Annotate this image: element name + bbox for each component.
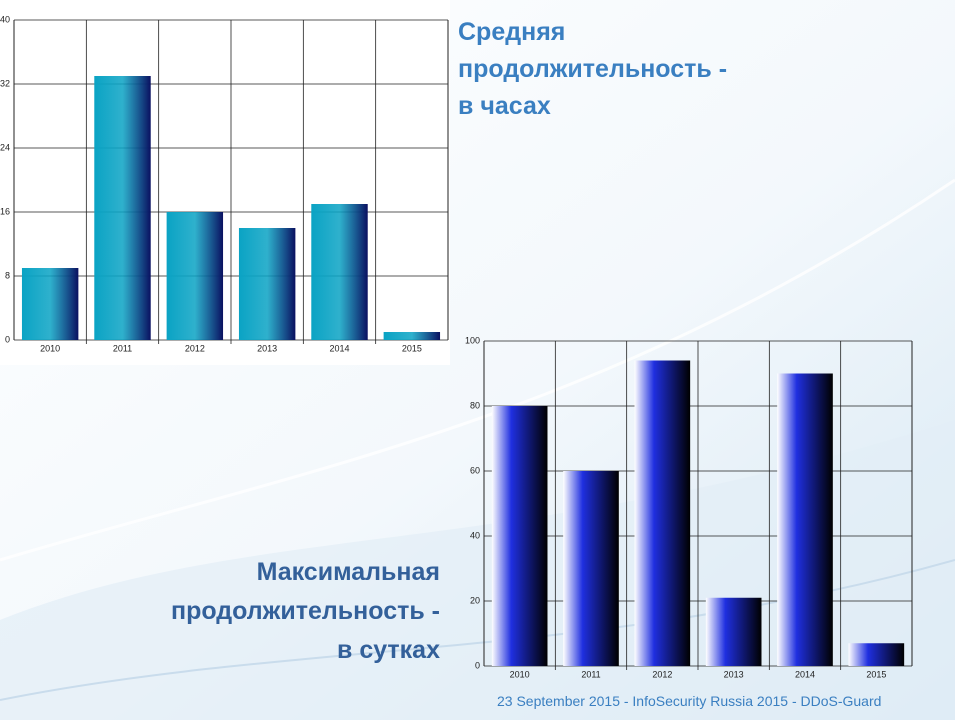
chart-title: Максимальная	[257, 558, 440, 586]
x-tick-label: 2012	[185, 343, 205, 353]
y-tick-label: 0	[475, 660, 480, 670]
y-tick-label: 40	[470, 530, 480, 540]
y-tick-label: 32	[0, 78, 10, 88]
bar	[383, 332, 441, 340]
bar	[311, 204, 368, 340]
bar	[166, 212, 224, 340]
chart-title: Средняя	[458, 18, 565, 46]
y-tick-label: 80	[470, 400, 480, 410]
x-tick-label: 2013	[724, 669, 744, 679]
x-tick-label: 2010	[510, 669, 530, 679]
x-tick-label: 2015	[402, 343, 422, 353]
chart-title: продолжительность -	[458, 55, 727, 83]
x-tick-label: 2011	[113, 343, 132, 353]
y-tick-label: 24	[0, 142, 10, 152]
y-tick-label: 8	[5, 270, 10, 280]
bar	[491, 406, 548, 666]
bar	[848, 643, 905, 666]
chart-title: продолжительность -	[171, 597, 440, 625]
footer: 23 September 2015 - InfoSecurity Russia …	[497, 693, 881, 709]
x-tick-label: 2010	[40, 343, 60, 353]
bar	[94, 76, 151, 340]
x-tick-label: 2014	[329, 343, 349, 353]
x-tick-label: 2013	[257, 343, 277, 353]
y-tick-label: 0	[5, 334, 10, 344]
x-tick-label: 2014	[795, 669, 815, 679]
bar	[777, 373, 833, 666]
swoosh-line	[0, 178, 955, 562]
bar	[21, 268, 79, 340]
bar	[705, 597, 762, 666]
bar	[634, 360, 691, 666]
y-tick-label: 100	[465, 335, 480, 345]
y-tick-label: 60	[470, 465, 480, 475]
bar	[238, 228, 296, 340]
chart-title: в часах	[458, 92, 551, 120]
y-tick-label: 20	[470, 595, 480, 605]
y-tick-label: 40	[0, 14, 10, 24]
y-tick-label: 16	[0, 206, 10, 216]
x-tick-label: 2011	[581, 669, 600, 679]
chart-title: в сутках	[337, 636, 440, 664]
bar	[563, 471, 619, 666]
x-tick-label: 2015	[866, 669, 886, 679]
x-tick-label: 2012	[652, 669, 672, 679]
